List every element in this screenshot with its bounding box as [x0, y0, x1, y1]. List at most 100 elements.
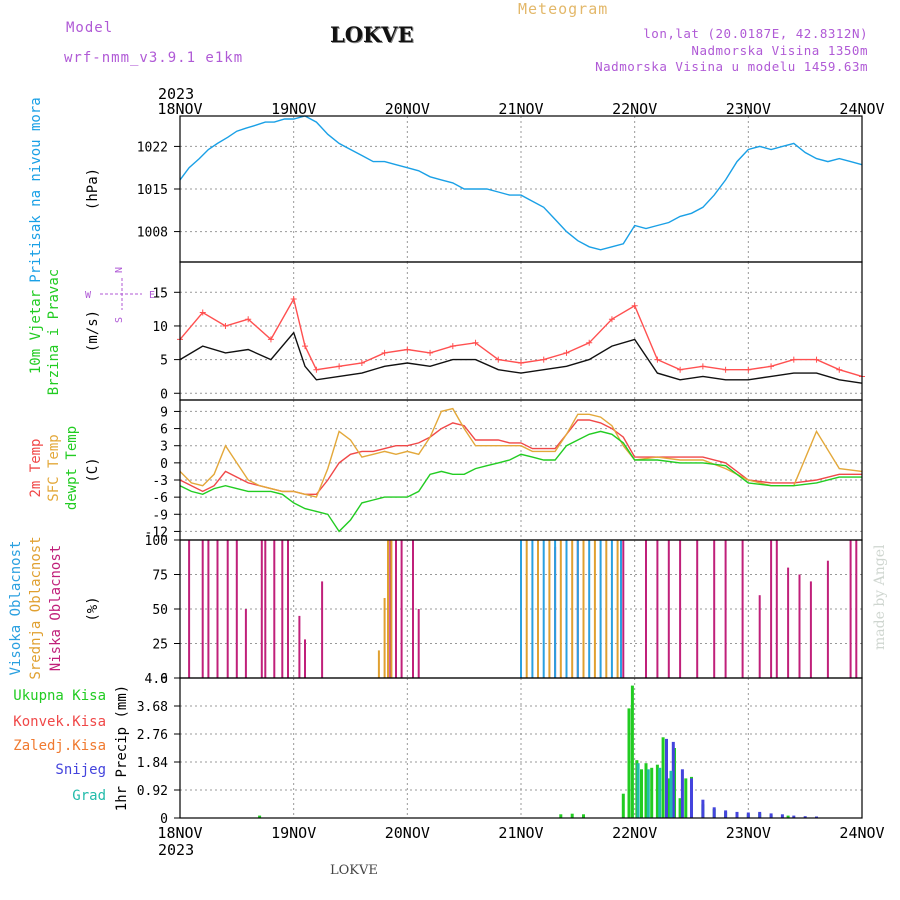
gust-point — [790, 356, 797, 363]
bar-srednja-oblacnost — [383, 598, 386, 678]
bar-srednja-oblacnost — [390, 540, 393, 678]
gust-point — [302, 343, 309, 350]
y-tick-label: 15 — [152, 286, 168, 301]
footer-station: LOKVE — [330, 863, 378, 878]
precip-legend-5: Grad — [72, 788, 106, 804]
y-tick-label: 0 — [160, 672, 168, 687]
gust-point — [267, 336, 274, 343]
bar-niska-oblacnost — [667, 540, 670, 678]
bar-snijeg — [665, 738, 668, 818]
bar-ukupna-kisa — [559, 814, 563, 818]
gust-point — [495, 356, 502, 363]
meteogram-title: Meteogram — [518, 0, 609, 18]
y-tick-label: 75 — [152, 569, 168, 584]
gust-point — [631, 302, 638, 309]
series-line-speed — [179, 331, 863, 384]
precip-legend-4: Snijeg — [55, 762, 106, 778]
bar-srednja-oblacnost — [593, 540, 596, 678]
gust-point — [722, 366, 729, 373]
bottom-date-label: 18NOV — [157, 824, 202, 842]
bar-niska-oblacnost — [417, 609, 420, 678]
bar-srednja-oblacnost — [377, 650, 380, 678]
bottom-date-label: 19NOV — [271, 824, 316, 842]
bar-snijeg — [712, 807, 716, 818]
bottom-date-label: 22NOV — [612, 824, 657, 842]
wind-axis-label-1: 10m Vjetar — [28, 290, 44, 374]
bar-niska-oblacnost — [188, 540, 191, 678]
gust-point — [518, 359, 524, 366]
bar-niska-oblacnost — [264, 540, 267, 678]
bottom-year-label: 2023 — [158, 841, 194, 859]
bar-niska-oblacnost — [741, 540, 744, 678]
y-tick-label: 1008 — [137, 226, 168, 241]
bar-srednja-oblacnost — [559, 540, 562, 678]
bar-snijeg — [780, 814, 784, 818]
bar-niska-oblacnost — [770, 540, 773, 678]
bar-niska-oblacnost — [321, 581, 324, 678]
bar-niska-oblacnost — [775, 540, 778, 678]
compass-south: S — [114, 317, 125, 323]
bar-ukupna-kisa — [627, 708, 631, 818]
bar-niska-oblacnost — [645, 540, 647, 678]
bar-niska-oblacnost — [281, 540, 284, 678]
gust-point — [654, 356, 661, 363]
precip-legend-3: Zaledj.Kisa — [13, 738, 106, 754]
y-tick-label: 3.68 — [137, 700, 168, 715]
bar-niska-oblacnost — [304, 639, 306, 678]
precip-legend-2: Konvek.Kisa — [13, 714, 106, 730]
gust-point — [199, 309, 206, 316]
gust-point — [608, 316, 615, 323]
bar-ukupna-kisa — [661, 737, 665, 818]
gust-point — [586, 339, 593, 346]
clouds-panel: 0 25 50 75 100 (%) — [85, 534, 863, 687]
bar-niska-oblacnost — [412, 540, 414, 678]
series-line-pressure — [179, 115, 863, 251]
y-tick-label: 1022 — [137, 140, 168, 155]
model-label: Model — [66, 20, 114, 36]
temp-axis-label-sfc: SFC Temp — [46, 434, 62, 501]
y-tick-label: -3 — [152, 474, 168, 489]
bar-srednja-oblacnost — [548, 540, 551, 678]
bar-srednja-oblacnost — [525, 540, 528, 678]
y-tick-label: -6 — [152, 491, 168, 506]
bar-snijeg — [680, 769, 684, 818]
top-date-label: 18NOV — [157, 100, 202, 118]
y-tick-label: 9 — [160, 405, 168, 420]
wind-compass: N W E S — [85, 267, 155, 323]
clouds-unit-label: (%) — [85, 596, 101, 621]
bar-niska-oblacnost — [849, 540, 852, 678]
bar-ukupna-kisa — [258, 815, 262, 818]
gust-point — [813, 356, 820, 363]
bar-niska-oblacnost — [787, 567, 790, 678]
bar-snijeg — [815, 816, 818, 818]
gust-point — [313, 366, 320, 373]
bar-srednja-oblacnost — [537, 540, 539, 678]
gust-point — [336, 363, 343, 370]
gust-point — [768, 363, 775, 370]
bar-niska-oblacnost — [273, 540, 276, 678]
bar-niska-oblacnost — [724, 540, 727, 678]
bar-niska-oblacnost — [287, 540, 289, 678]
bar-grad — [636, 763, 640, 818]
wind-unit-label: (m/s) — [85, 310, 101, 352]
gust-point — [427, 349, 434, 356]
precip-panel: 0 0.92 1.84 2.76 3.68 4.6 1hr Precip (mm) — [114, 672, 863, 827]
lonlat-label: lon,lat (20.0187E, 42.8312N) — [643, 26, 868, 41]
y-tick-label: 3 — [160, 440, 168, 455]
bar-niska-oblacnost — [260, 540, 263, 678]
gust-point — [540, 356, 547, 363]
compass-west: W — [85, 290, 92, 301]
bar-niska-oblacnost — [826, 560, 829, 678]
gust-point — [290, 296, 297, 303]
bar-snijeg — [724, 810, 728, 818]
y-tick-label: 4.6 — [145, 672, 168, 687]
bar-niska-oblacnost — [713, 540, 716, 678]
bar-snijeg — [792, 815, 796, 818]
bar-ukupna-kisa — [570, 813, 574, 818]
top-date-label: 21NOV — [498, 100, 543, 118]
y-tick-label: 1015 — [137, 183, 168, 198]
bar-snijeg — [690, 778, 693, 818]
y-tick-label: 0 — [160, 387, 168, 402]
station-title: LOKVE — [330, 22, 414, 47]
